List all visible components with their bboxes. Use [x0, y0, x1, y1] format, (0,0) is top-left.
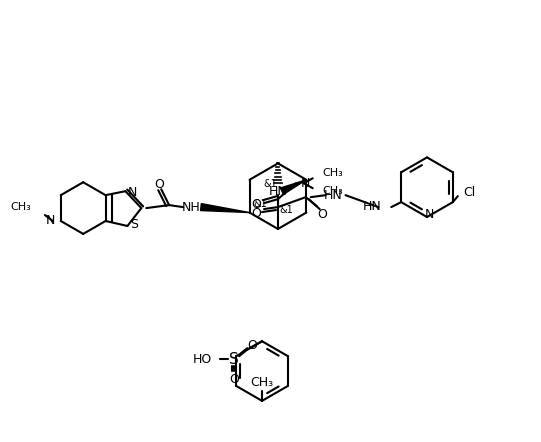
Text: HN: HN [324, 189, 343, 202]
Text: O: O [229, 373, 239, 386]
Text: S: S [229, 352, 239, 366]
Text: HN: HN [362, 200, 381, 213]
Text: Cl: Cl [464, 186, 476, 199]
Text: &1: &1 [253, 199, 267, 209]
Text: CH₃: CH₃ [250, 377, 274, 389]
Text: O: O [318, 208, 328, 221]
Text: HN: HN [268, 185, 287, 198]
Text: S: S [130, 218, 138, 232]
Text: &1: &1 [263, 179, 277, 189]
Text: NH: NH [182, 201, 200, 213]
Text: CH₃: CH₃ [322, 168, 344, 178]
Text: CH₃: CH₃ [10, 202, 31, 212]
Text: &1: &1 [279, 205, 293, 215]
Text: HO: HO [193, 353, 213, 366]
Text: O: O [247, 339, 257, 352]
Text: N: N [301, 177, 310, 190]
Text: O: O [154, 178, 164, 191]
Text: N: N [128, 186, 137, 199]
Text: O: O [251, 198, 261, 210]
Polygon shape [201, 204, 249, 213]
Text: O: O [251, 206, 261, 220]
Text: CH₃: CH₃ [322, 186, 344, 196]
Text: N: N [424, 208, 434, 221]
Polygon shape [280, 180, 306, 194]
Text: N: N [45, 214, 55, 228]
